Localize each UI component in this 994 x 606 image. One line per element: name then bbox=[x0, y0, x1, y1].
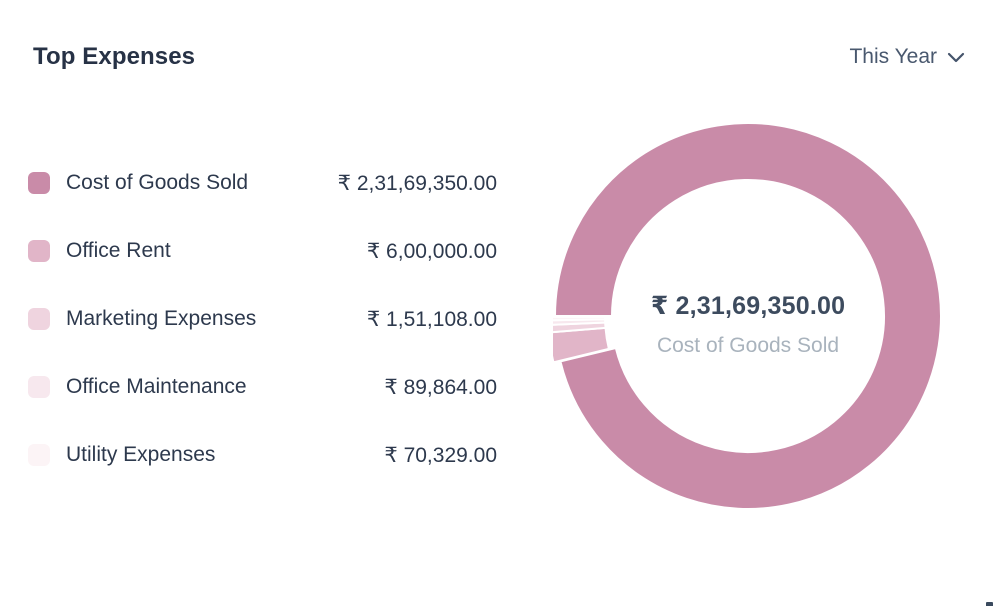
chevron-down-icon bbox=[947, 52, 965, 62]
legend-label: Office Maintenance bbox=[66, 375, 247, 398]
donut-slice-utility-expenses[interactable] bbox=[553, 315, 607, 322]
legend-label: Utility Expenses bbox=[66, 443, 216, 466]
donut-slice-cost-of-goods-sold[interactable] bbox=[553, 122, 942, 510]
legend-value: ₹ 89,864.00 bbox=[384, 375, 497, 399]
legend-row-office-rent[interactable]: Office Rent ₹ 6,00,000.00 bbox=[28, 239, 497, 263]
legend-swatch bbox=[28, 444, 50, 466]
legend-row-office-maintenance[interactable]: Office Maintenance ₹ 89,864.00 bbox=[28, 375, 497, 399]
legend-swatch bbox=[28, 240, 50, 262]
legend-row-marketing-expenses[interactable]: Marketing Expenses ₹ 1,51,108.00 bbox=[28, 307, 497, 331]
legend-swatch bbox=[28, 172, 50, 194]
legend-label: Marketing Expenses bbox=[66, 307, 257, 330]
widget-title: Top Expenses bbox=[33, 43, 196, 70]
widget-header: Top Expenses This Year bbox=[33, 40, 965, 74]
legend-row-utility-expenses[interactable]: Utility Expenses ₹ 70,329.00 bbox=[28, 443, 497, 467]
legend-label: Cost of Goods Sold bbox=[66, 171, 249, 194]
expense-legend: Cost of Goods Sold ₹ 2,31,69,350.00 Office… bbox=[28, 171, 497, 511]
clipped-content-fragment bbox=[986, 602, 993, 606]
legend-value: ₹ 1,51,108.00 bbox=[366, 307, 497, 331]
period-dropdown-label: This Year bbox=[849, 45, 937, 68]
period-dropdown[interactable]: This Year bbox=[849, 45, 965, 69]
legend-value: ₹ 2,31,69,350.00 bbox=[337, 171, 497, 195]
expenses-donut-chart: ₹ 2,31,69,350.00 Cost of Goods Sold bbox=[553, 121, 943, 511]
legend-swatch bbox=[28, 308, 50, 330]
legend-value: ₹ 70,329.00 bbox=[384, 443, 497, 467]
legend-row-cost-of-goods-sold[interactable]: Cost of Goods Sold ₹ 2,31,69,350.00 bbox=[28, 171, 497, 195]
legend-label: Office Rent bbox=[66, 239, 171, 262]
legend-value: ₹ 6,00,000.00 bbox=[366, 239, 497, 263]
legend-swatch bbox=[28, 376, 50, 398]
